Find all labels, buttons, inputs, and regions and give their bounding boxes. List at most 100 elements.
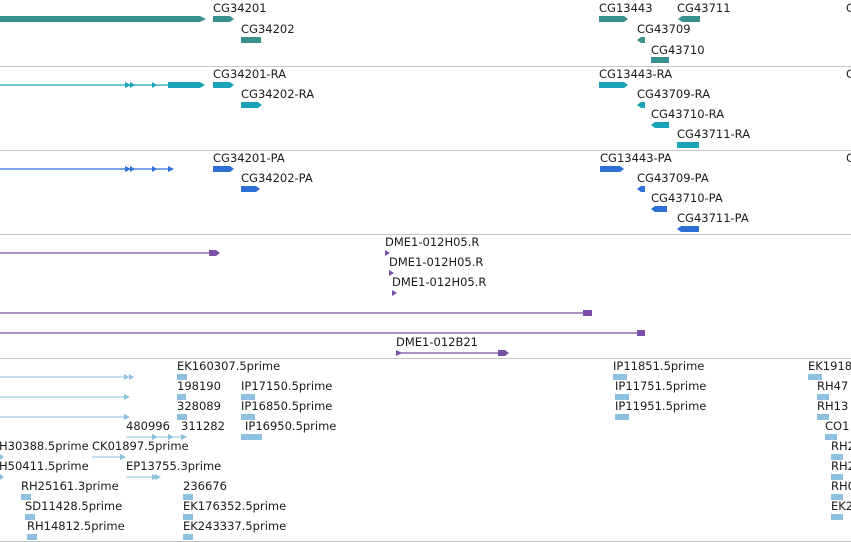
transcript-exon (241, 102, 262, 108)
est-feature (124, 374, 129, 380)
est-label[interactable]: H50411.5prime (0, 459, 89, 473)
protein-exon (651, 206, 667, 212)
est-label[interactable]: EK176352.5prime (183, 499, 287, 513)
match-feature (637, 330, 645, 336)
est-label[interactable]: RH0 (831, 479, 851, 493)
est-feature (27, 534, 37, 540)
est-label[interactable]: EK243337.5prime (183, 519, 287, 533)
est-label[interactable]: RH2 (831, 439, 851, 453)
gene-label[interactable]: CG43709 (637, 22, 691, 36)
gene-label[interactable]: CG43711 (677, 1, 731, 15)
protein-label[interactable]: CG43709-PA (637, 171, 709, 185)
est-label[interactable]: RH14812.5prime (27, 519, 125, 533)
protein-label[interactable]: CG43710-PA (651, 191, 723, 205)
est-feature (817, 414, 829, 420)
gene-label[interactable]: CG43710 (651, 43, 705, 57)
est-track: EK160307.5prime 198190 IP17150.5prime 32… (0, 358, 851, 541)
est-label[interactable]: 198190 (177, 379, 221, 393)
est-feature (241, 394, 255, 400)
match-label[interactable]: DME1-012B21 (396, 335, 478, 349)
transcript-exon (130, 82, 135, 88)
est-label[interactable]: RH47 (817, 379, 849, 393)
match-feature (583, 310, 592, 316)
transcript-track: CG34201-RA CG34202-RA CG13443-RA CG43709… (0, 66, 851, 150)
est-label[interactable]: IP11851.5prime (613, 359, 705, 373)
transcript-label[interactable]: CG43711-RA (677, 127, 751, 141)
match-track: DME1-012H05.R DME1-012H05.R DME1-012H05.… (0, 234, 851, 358)
protein-label[interactable]: C (846, 151, 851, 165)
est-label[interactable]: 236676 (183, 479, 227, 493)
gene-label[interactable]: CG (846, 1, 851, 15)
gene-feature (651, 57, 669, 63)
transcript-label[interactable]: CG34202-RA (241, 87, 315, 101)
gene-feature (637, 37, 645, 43)
est-label[interactable]: EK2 (831, 499, 851, 513)
transcript-label[interactable]: CG13443-RA (599, 67, 673, 81)
transcript-exon (168, 82, 205, 88)
est-feature (155, 474, 161, 480)
est-label[interactable]: H30388.5prime (0, 439, 89, 453)
gene-feature (678, 16, 700, 22)
protein-label[interactable]: CG34202-PA (241, 171, 313, 185)
match-label[interactable]: DME1-012H05.R (385, 235, 480, 249)
protein-track: CG34201-PA CG34202-PA CG13443-PA CG43709… (0, 150, 851, 234)
est-label[interactable]: IP16850.5prime (241, 399, 333, 413)
match-glyphs (0, 250, 645, 356)
transcript-label[interactable]: CG43709-RA (637, 87, 711, 101)
protein-exon (130, 166, 135, 172)
est-label[interactable]: EK1918 (808, 359, 851, 373)
est-label[interactable]: EP13755.3prime (126, 459, 222, 473)
transcript-label[interactable]: CG43710-RA (651, 107, 725, 121)
est-label[interactable]: RH2 (831, 459, 851, 473)
est-feature (129, 374, 134, 380)
est-feature (152, 434, 158, 440)
est-feature (183, 514, 193, 520)
est-label[interactable]: CK01897.5prime (92, 439, 189, 453)
est-feature (825, 434, 837, 440)
est-feature (615, 394, 629, 400)
transcript-label[interactable]: C (846, 67, 851, 81)
est-feature (124, 414, 130, 420)
est-label[interactable]: RH25161.3prime (21, 479, 119, 493)
match-feature (396, 350, 402, 356)
est-feature (241, 414, 255, 420)
protein-label[interactable]: CG34201-PA (213, 151, 285, 165)
transcript-exon (677, 142, 699, 148)
est-feature (613, 374, 627, 380)
est-feature (0, 454, 4, 460)
est-feature (615, 414, 629, 420)
est-feature (245, 434, 261, 440)
gene-label[interactable]: CG34202 (241, 22, 295, 36)
gene-label[interactable]: CG13443 (599, 1, 653, 15)
transcript-exon (637, 102, 645, 108)
est-label[interactable]: EK160307.5prime (177, 359, 281, 373)
match-label[interactable]: DME1-012H05.R (389, 255, 484, 269)
transcript-exon (599, 82, 628, 88)
protein-exon (600, 166, 624, 172)
match-feature (209, 250, 220, 256)
est-label[interactable]: SD11428.5prime (25, 499, 123, 513)
gene-feature (599, 16, 628, 22)
protein-label[interactable]: CG13443-PA (600, 151, 672, 165)
transcript-label[interactable]: CG34201-RA (213, 67, 287, 81)
protein-label[interactable]: CG43711-PA (677, 211, 749, 225)
est-label[interactable]: 311282 (181, 419, 225, 433)
est-label[interactable]: IP11951.5prime (615, 399, 707, 413)
est-feature (25, 514, 35, 520)
est-label[interactable]: IP16950.5prime (245, 419, 337, 433)
est-feature (183, 494, 193, 500)
est-label[interactable]: 480996 (126, 419, 170, 433)
est-feature (808, 374, 822, 380)
match-label[interactable]: DME1-012H05.R (392, 275, 487, 289)
est-label[interactable]: IP17150.5prime (241, 379, 333, 393)
gene-feature (0, 16, 206, 22)
est-label[interactable]: IP11751.5prime (615, 379, 707, 393)
protein-exon (213, 166, 234, 172)
est-label[interactable]: CO1 (825, 419, 850, 433)
est-label[interactable]: RH13 (817, 399, 849, 413)
gene-label[interactable]: CG34201 (213, 1, 267, 15)
gene-feature (241, 37, 261, 43)
est-label[interactable]: 328089 (177, 399, 221, 413)
track-divider (0, 66, 851, 67)
est-feature (181, 434, 187, 440)
